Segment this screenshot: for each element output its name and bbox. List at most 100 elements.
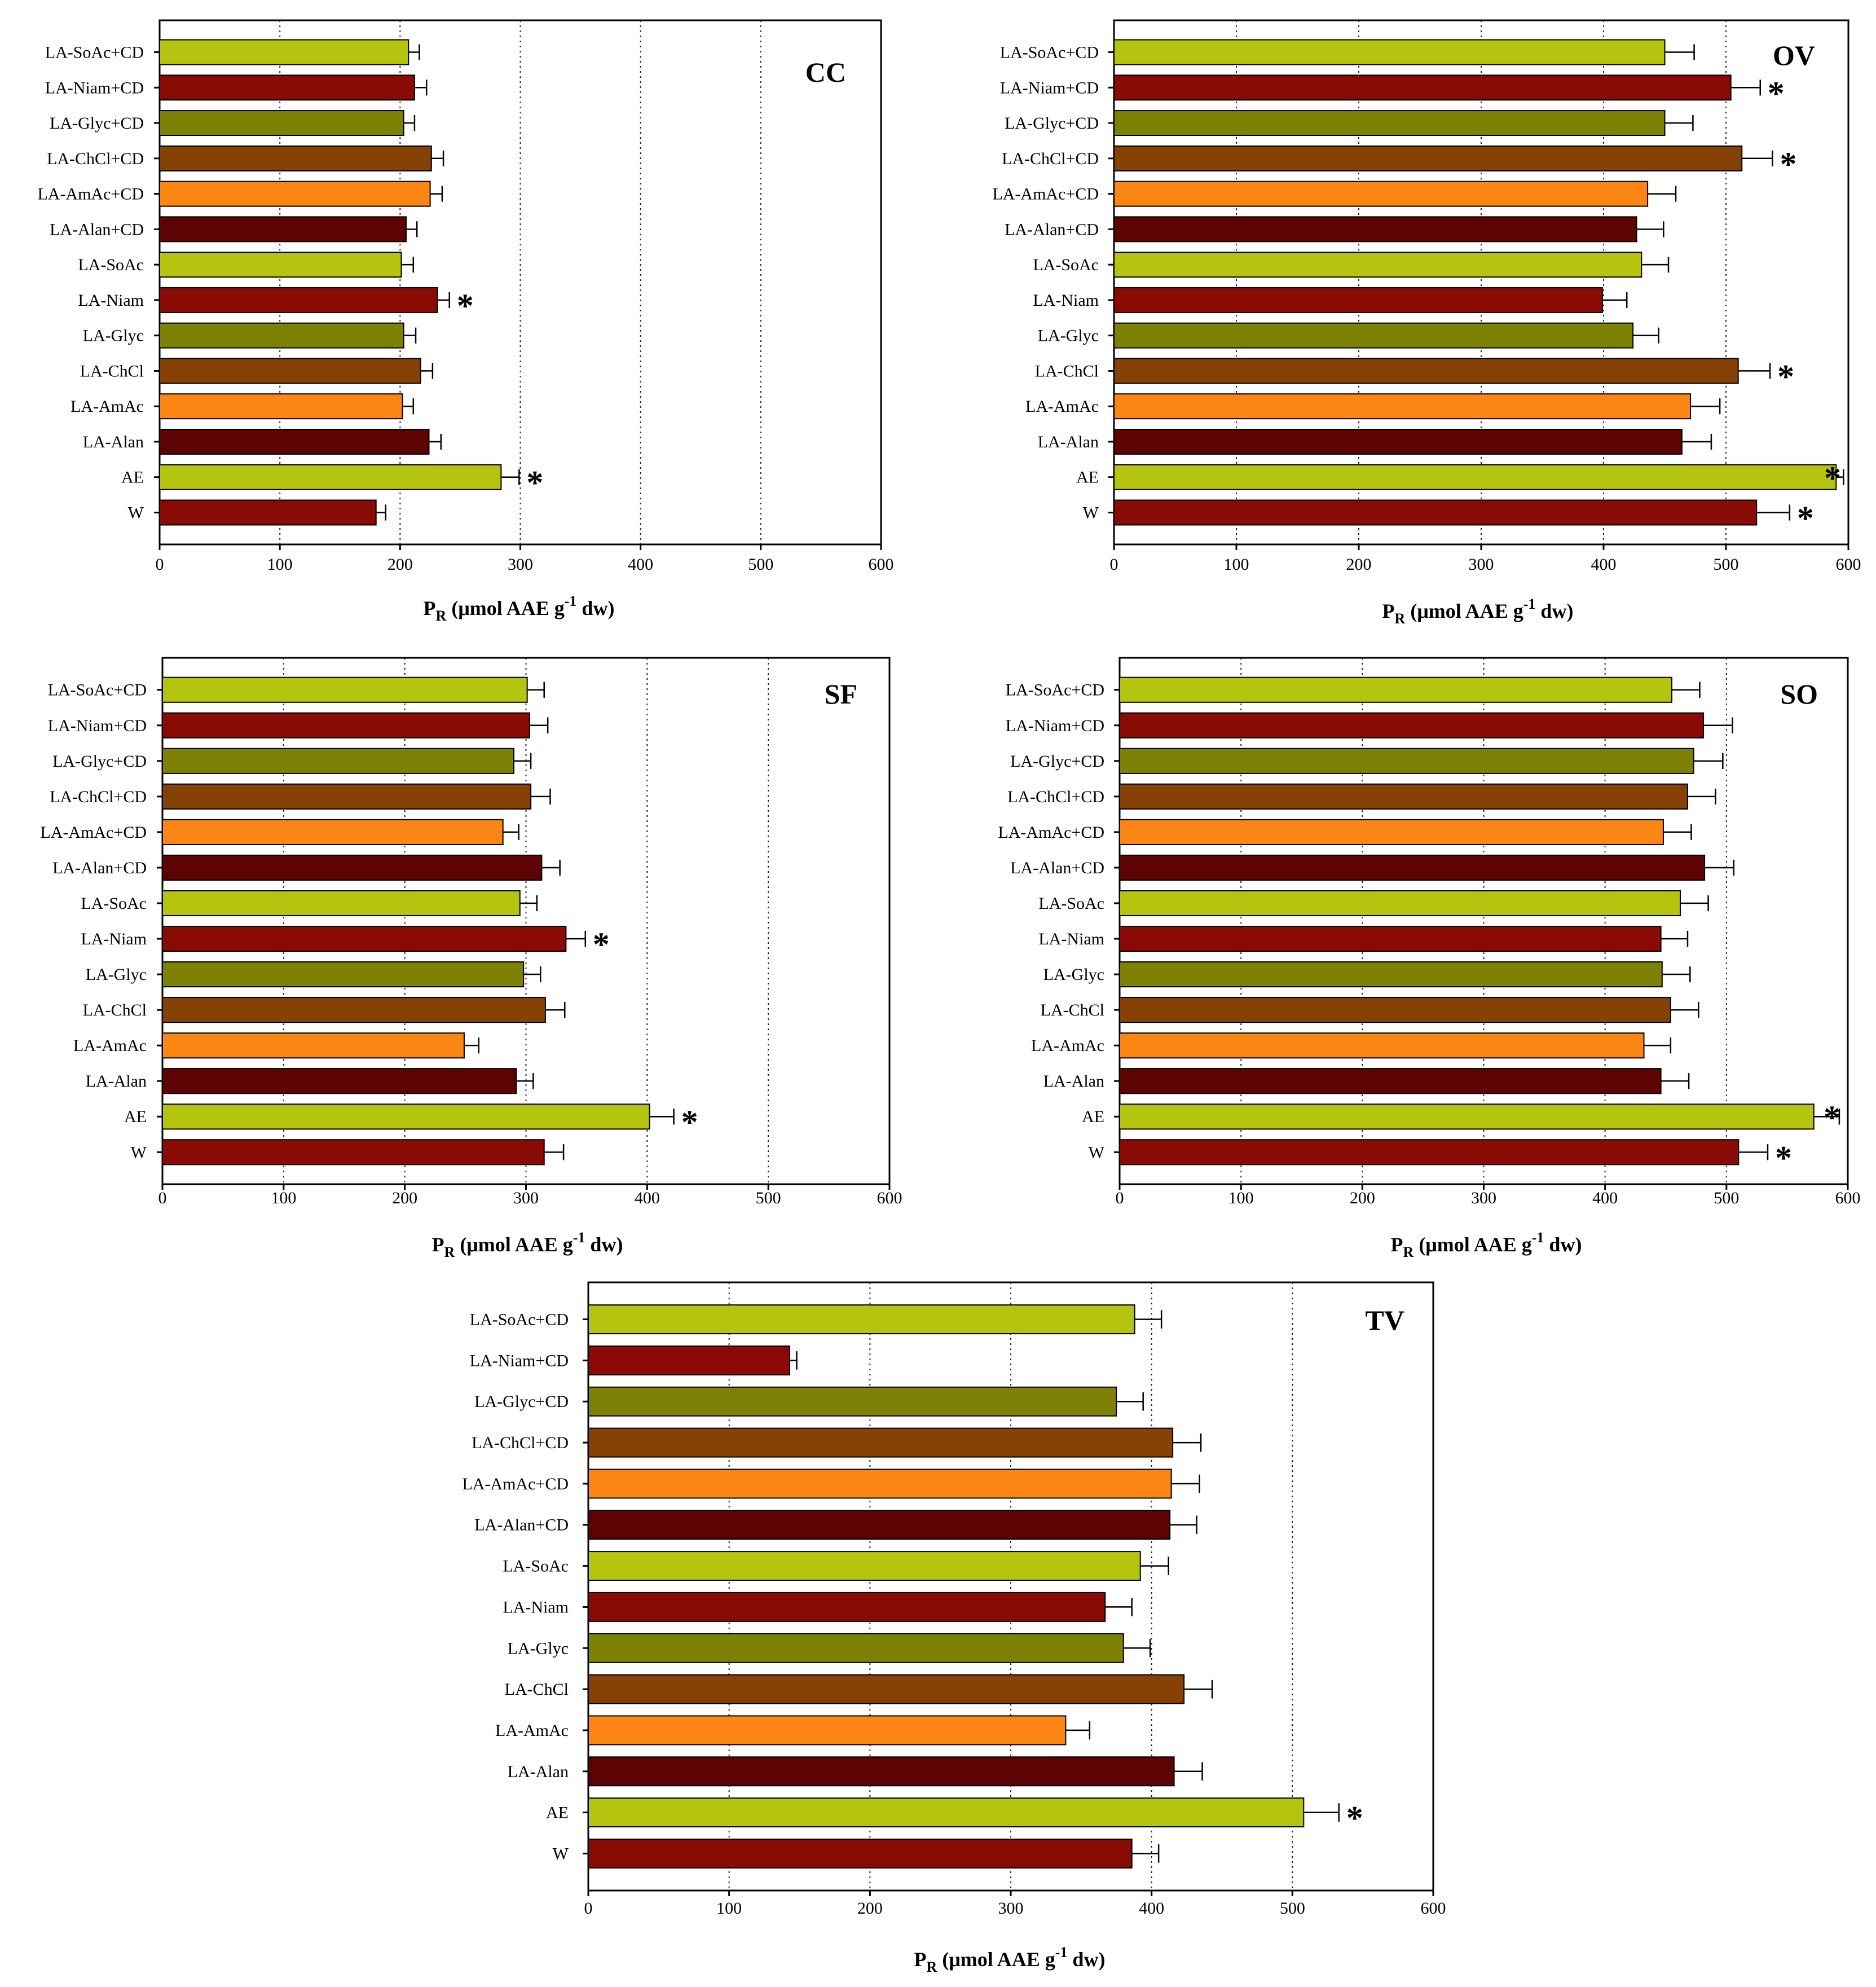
category-label: LA-Alan+CD [52,859,147,877]
bar [159,181,431,207]
x-tick-label: 600 [877,1189,902,1207]
x-axis-title-part: dw) [1535,600,1573,622]
bar [1119,854,1706,881]
category-label: LA-SoAc+CD [470,1311,569,1329]
x-tick-label: 600 [1835,1189,1861,1207]
x-axis-title-part: (μmol AAE g [937,1948,1055,1971]
category-label: LA-Niam [78,291,144,310]
x-axis-title-part: R [927,1959,937,1975]
bar [159,393,403,420]
category-label: LA-ChCl [83,1001,147,1019]
category-label: LA-Glyc+CD [1010,752,1104,771]
x-tick-label: 200 [392,1189,417,1207]
bar [1119,676,1673,703]
bar [1113,110,1666,137]
bar [159,464,502,490]
bar [1119,1104,1815,1130]
x-tick-label: 500 [756,1189,781,1207]
bar [159,74,415,101]
bar [588,1386,1117,1417]
x-axis-title-part: -1 [1055,1944,1068,1960]
x-tick-label: 400 [1591,555,1617,574]
bar [1113,322,1634,349]
x-tick-label: 100 [1224,555,1249,574]
bar [162,676,528,703]
bar [1119,712,1704,738]
category-label: LA-Niam+CD [45,78,144,97]
bar [1113,428,1683,455]
category-label: LA-Glyc+CD [474,1392,569,1411]
bar [162,997,546,1023]
chart-panel-ov: 0 100 200 300 400 500 600 LA-SoAc+CD LA-Niam+CD *… [992,19,1861,627]
category-label: LA-SoAc [1038,894,1104,913]
significance-marker: * [526,464,543,502]
bar [1113,393,1692,420]
panel-title: TV [1366,1304,1404,1336]
significance-marker: * [1824,460,1841,497]
bar [1113,216,1637,243]
significance-marker: * [1824,1099,1840,1136]
category-label: LA-ChCl [1035,362,1099,380]
bar [1113,181,1649,207]
x-axis-title-part: dw) [585,1233,623,1256]
category-label: LA-AmAc [71,397,144,416]
category-label: LA-Alan+CD [50,220,144,239]
x-tick-label: 400 [1139,1899,1164,1918]
category-label: LA-AmAc [495,1721,569,1740]
x-axis-title: PR (μmol AAE g-1 dw) [1391,1229,1582,1260]
bar [588,1797,1305,1828]
x-tick-label: 400 [628,555,653,574]
x-tick-label: 500 [1714,1189,1739,1207]
x-axis-title-part: P [1391,1233,1403,1256]
bar [159,216,407,243]
category-label: LA-SoAc [78,256,144,274]
x-axis-title-part: dw) [1067,1948,1105,1971]
x-tick-label: 600 [869,555,894,574]
category-label: LA-AmAc+CD [37,185,144,204]
bar [1113,287,1603,313]
x-tick-label: 100 [716,1899,742,1918]
x-axis-title-part: (μmol AAE g [1413,1233,1531,1256]
x-axis-title-part: -1 [573,1229,585,1246]
chart-panel-tv: 0 100 200 300 400 500 600 LA-SoAc+CD LA-Niam+CD L… [462,1281,1446,1975]
category-label: AE [1076,468,1099,487]
significance-marker: * [681,1104,698,1141]
category-label: LA-Glyc [508,1639,569,1658]
x-tick-label: 200 [1346,555,1372,574]
category-label: LA-Niam [1033,291,1099,310]
category-label: LA-ChCl+CD [50,788,147,806]
bar [159,145,432,172]
x-axis-title-part: (μmol AAE g [455,1233,573,1256]
category-label: LA-Glyc [1043,965,1104,984]
x-axis-title-part: (μmol AAE g [1405,600,1523,622]
category-label: LA-Alan [1043,1072,1104,1091]
bar [588,1715,1067,1746]
x-axis-title-part: -1 [1532,1229,1544,1246]
bar [162,961,525,988]
bar [162,1139,545,1166]
category-label: LA-Niam+CD [1000,78,1099,97]
bar [162,783,532,810]
bar [159,287,438,313]
bar [1113,464,1837,490]
bar [159,428,430,455]
category-label: LA-SoAc [1033,256,1099,274]
x-axis-title-part: R [436,608,447,624]
bar [1113,145,1743,172]
x-axis-title: PR (μmol AAE g-1 dw) [424,593,615,624]
category-label: LA-Glyc [83,327,144,345]
category-label: LA-Glyc [1038,327,1099,345]
x-tick-label: 600 [1421,1899,1446,1918]
x-axis-title-part: R [1403,1244,1414,1260]
x-tick-label: 100 [1228,1189,1254,1207]
x-axis-title-part: P [424,597,436,619]
bar [1119,925,1662,952]
category-label: LA-Glyc+CD [1005,114,1099,133]
category-label: LA-AmAc+CD [992,185,1099,204]
bar [1119,1068,1662,1094]
category-label: LA-ChCl+CD [47,150,144,168]
category-label: LA-Niam [81,930,147,948]
x-tick-label: 0 [1110,555,1118,574]
category-label: W [128,504,144,522]
x-tick-label: 300 [1471,1189,1496,1207]
